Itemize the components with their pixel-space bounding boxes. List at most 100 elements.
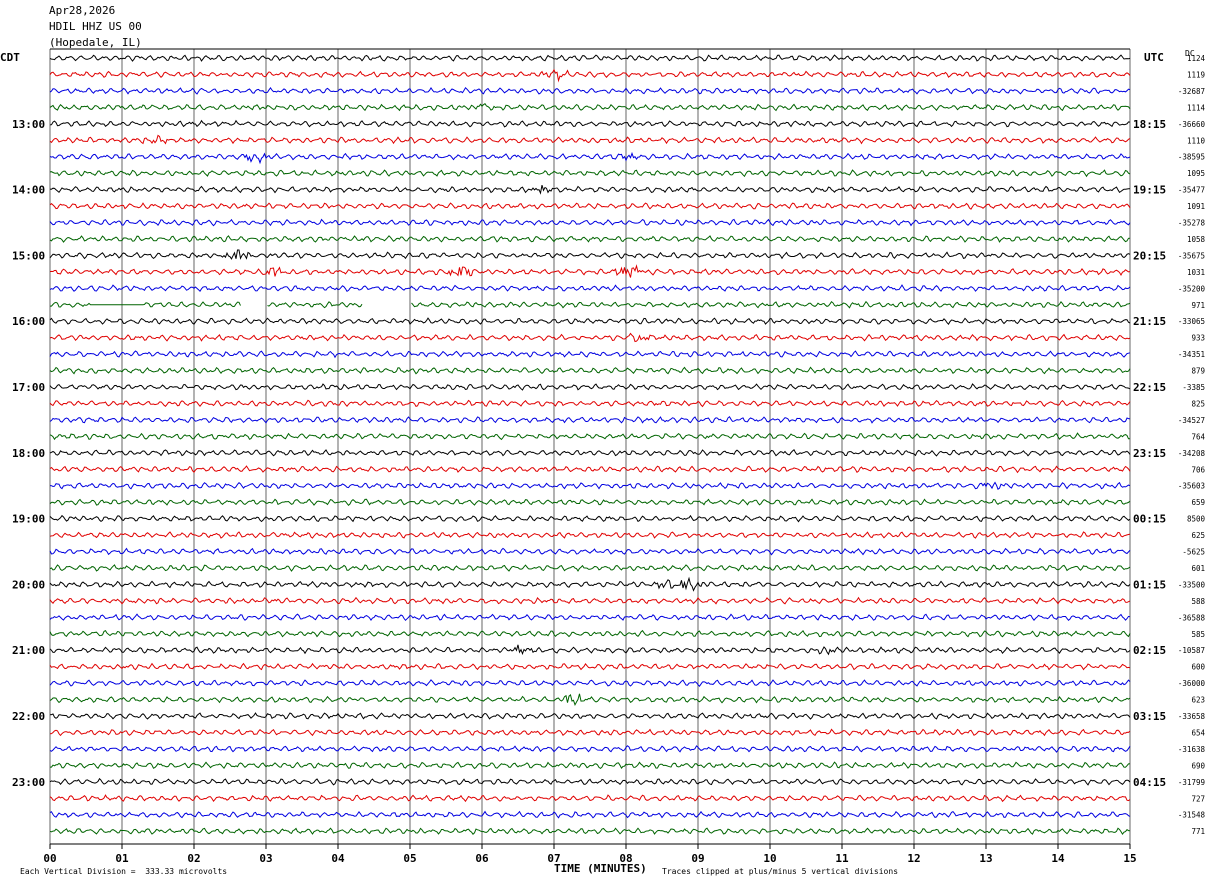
dc-offset-label: -38595 — [1178, 153, 1205, 162]
dc-offset-label: -36000 — [1178, 679, 1206, 688]
dc-offset-label: 1058 — [1187, 235, 1206, 244]
trace-row — [49, 514, 1131, 523]
dc-offset-label: 1114 — [1187, 103, 1206, 112]
trace-row — [49, 184, 1130, 195]
trace-row — [49, 383, 1131, 391]
left-hour-label: 22:00 — [12, 710, 45, 723]
x-tick-label: 00 — [43, 852, 56, 865]
left-hour-label: 16:00 — [12, 315, 45, 328]
dc-offset-label: -3385 — [1182, 383, 1205, 392]
x-tick-label: 11 — [835, 852, 849, 865]
dc-offset-label: -34351 — [1178, 350, 1205, 359]
dc-offset-label: -35278 — [1178, 219, 1206, 228]
x-tick-label: 12 — [907, 852, 920, 865]
right-hour-label: 04:15 — [1133, 776, 1166, 789]
dc-offset-label: 1119 — [1187, 70, 1205, 79]
dc-offset-label: 1091 — [1187, 202, 1205, 211]
trace-row — [49, 399, 1131, 408]
trace-row — [49, 679, 1131, 687]
dc-offset-label: -31548 — [1178, 811, 1206, 820]
trace-row — [50, 761, 1131, 770]
trace-row — [49, 317, 1131, 326]
dc-offset-label: 933 — [1191, 334, 1205, 343]
dc-offset-label: 825 — [1191, 399, 1205, 408]
left-hour-label: 21:00 — [12, 644, 45, 657]
x-tick-label: 01 — [115, 852, 129, 865]
trace-row — [49, 350, 1131, 359]
dc-offset-label: -5625 — [1182, 548, 1205, 557]
trace-row — [49, 827, 1131, 835]
trace-row — [49, 498, 1131, 507]
trace-row — [49, 284, 1131, 292]
dc-offset-label: 8500 — [1187, 515, 1206, 524]
trace-row — [49, 449, 1131, 457]
right-hour-label: 01:15 — [1133, 578, 1166, 591]
right-timezone-label: UTC — [1144, 51, 1164, 64]
dc-offset-label: 1110 — [1187, 136, 1206, 145]
trace-row — [49, 613, 1131, 622]
trace-row — [49, 465, 1131, 474]
dc-offset-label: -35675 — [1178, 251, 1205, 260]
trace-row — [50, 300, 1131, 309]
dc-offset-label: 623 — [1191, 696, 1205, 705]
dc-offset-label: 727 — [1191, 794, 1205, 803]
trace-row — [49, 218, 1131, 227]
dc-offset-label: 764 — [1191, 432, 1205, 441]
left-hour-label: 19:00 — [12, 513, 45, 526]
dc-offset-label: -33500 — [1178, 580, 1206, 589]
right-hour-label: 18:15 — [1133, 118, 1166, 131]
trace-row — [49, 415, 1131, 424]
x-axis-title: TIME (MINUTES) — [554, 862, 647, 875]
trace-row — [49, 134, 1131, 145]
trace-row — [49, 235, 1131, 243]
x-tick-label: 10 — [763, 852, 776, 865]
trace-row — [49, 564, 1131, 572]
dc-offset-label: 654 — [1191, 728, 1205, 737]
trace-row — [49, 103, 1131, 112]
trace-row — [49, 332, 1131, 343]
x-tick-label: 05 — [403, 852, 416, 865]
x-tick-label: 07 — [547, 852, 560, 865]
dc-offset-label: 1124 — [1187, 54, 1206, 63]
trace-row — [49, 576, 1131, 592]
trace-row — [49, 264, 1131, 278]
x-tick-label: 03 — [259, 852, 272, 865]
trace-row — [49, 169, 1131, 178]
dc-offset-label: -10587 — [1178, 646, 1205, 655]
trace-row — [49, 693, 1131, 707]
dc-offset-label: -34527 — [1178, 416, 1205, 425]
left-hour-label: 20:00 — [12, 578, 45, 591]
trace-row — [49, 745, 1131, 753]
dc-offset-label: -33658 — [1178, 712, 1206, 721]
dc-offset-label: 690 — [1191, 761, 1205, 770]
left-timezone-label: CDT — [0, 51, 20, 64]
trace-row — [49, 54, 1131, 62]
dc-offset-label: -31638 — [1178, 745, 1206, 754]
dc-offset-label: 879 — [1191, 367, 1205, 376]
right-hour-label: 21:15 — [1133, 315, 1166, 328]
dc-offset-label: 601 — [1191, 564, 1205, 573]
trace-row — [49, 531, 1131, 539]
dc-offset-label: 1095 — [1187, 169, 1205, 178]
x-tick-label: 13 — [979, 852, 992, 865]
trace-row — [49, 432, 1130, 441]
trace-row — [49, 119, 1131, 128]
left-hour-label: 13:00 — [12, 118, 45, 131]
left-hour-label: 14:00 — [12, 184, 45, 197]
dc-offset-label: -32687 — [1178, 87, 1205, 96]
left-hour-label: 17:00 — [12, 381, 45, 394]
x-tick-label: 04 — [331, 852, 345, 865]
header-location: (Hopedale, IL) — [49, 36, 142, 49]
trace-row — [49, 794, 1131, 803]
dc-offset-label: 971 — [1191, 301, 1205, 310]
right-hour-label: 19:15 — [1133, 184, 1166, 197]
left-hour-label: 23:00 — [12, 776, 45, 789]
dc-offset-label: -35603 — [1178, 482, 1205, 491]
clip-note: Traces clipped at plus/minus 5 vertical … — [662, 867, 899, 876]
x-tick-label: 02 — [187, 852, 200, 865]
dc-offset-label: 659 — [1191, 498, 1205, 507]
dc-offset-label: 706 — [1191, 465, 1205, 474]
trace-row — [49, 366, 1131, 375]
right-hour-label: 03:15 — [1133, 710, 1166, 723]
